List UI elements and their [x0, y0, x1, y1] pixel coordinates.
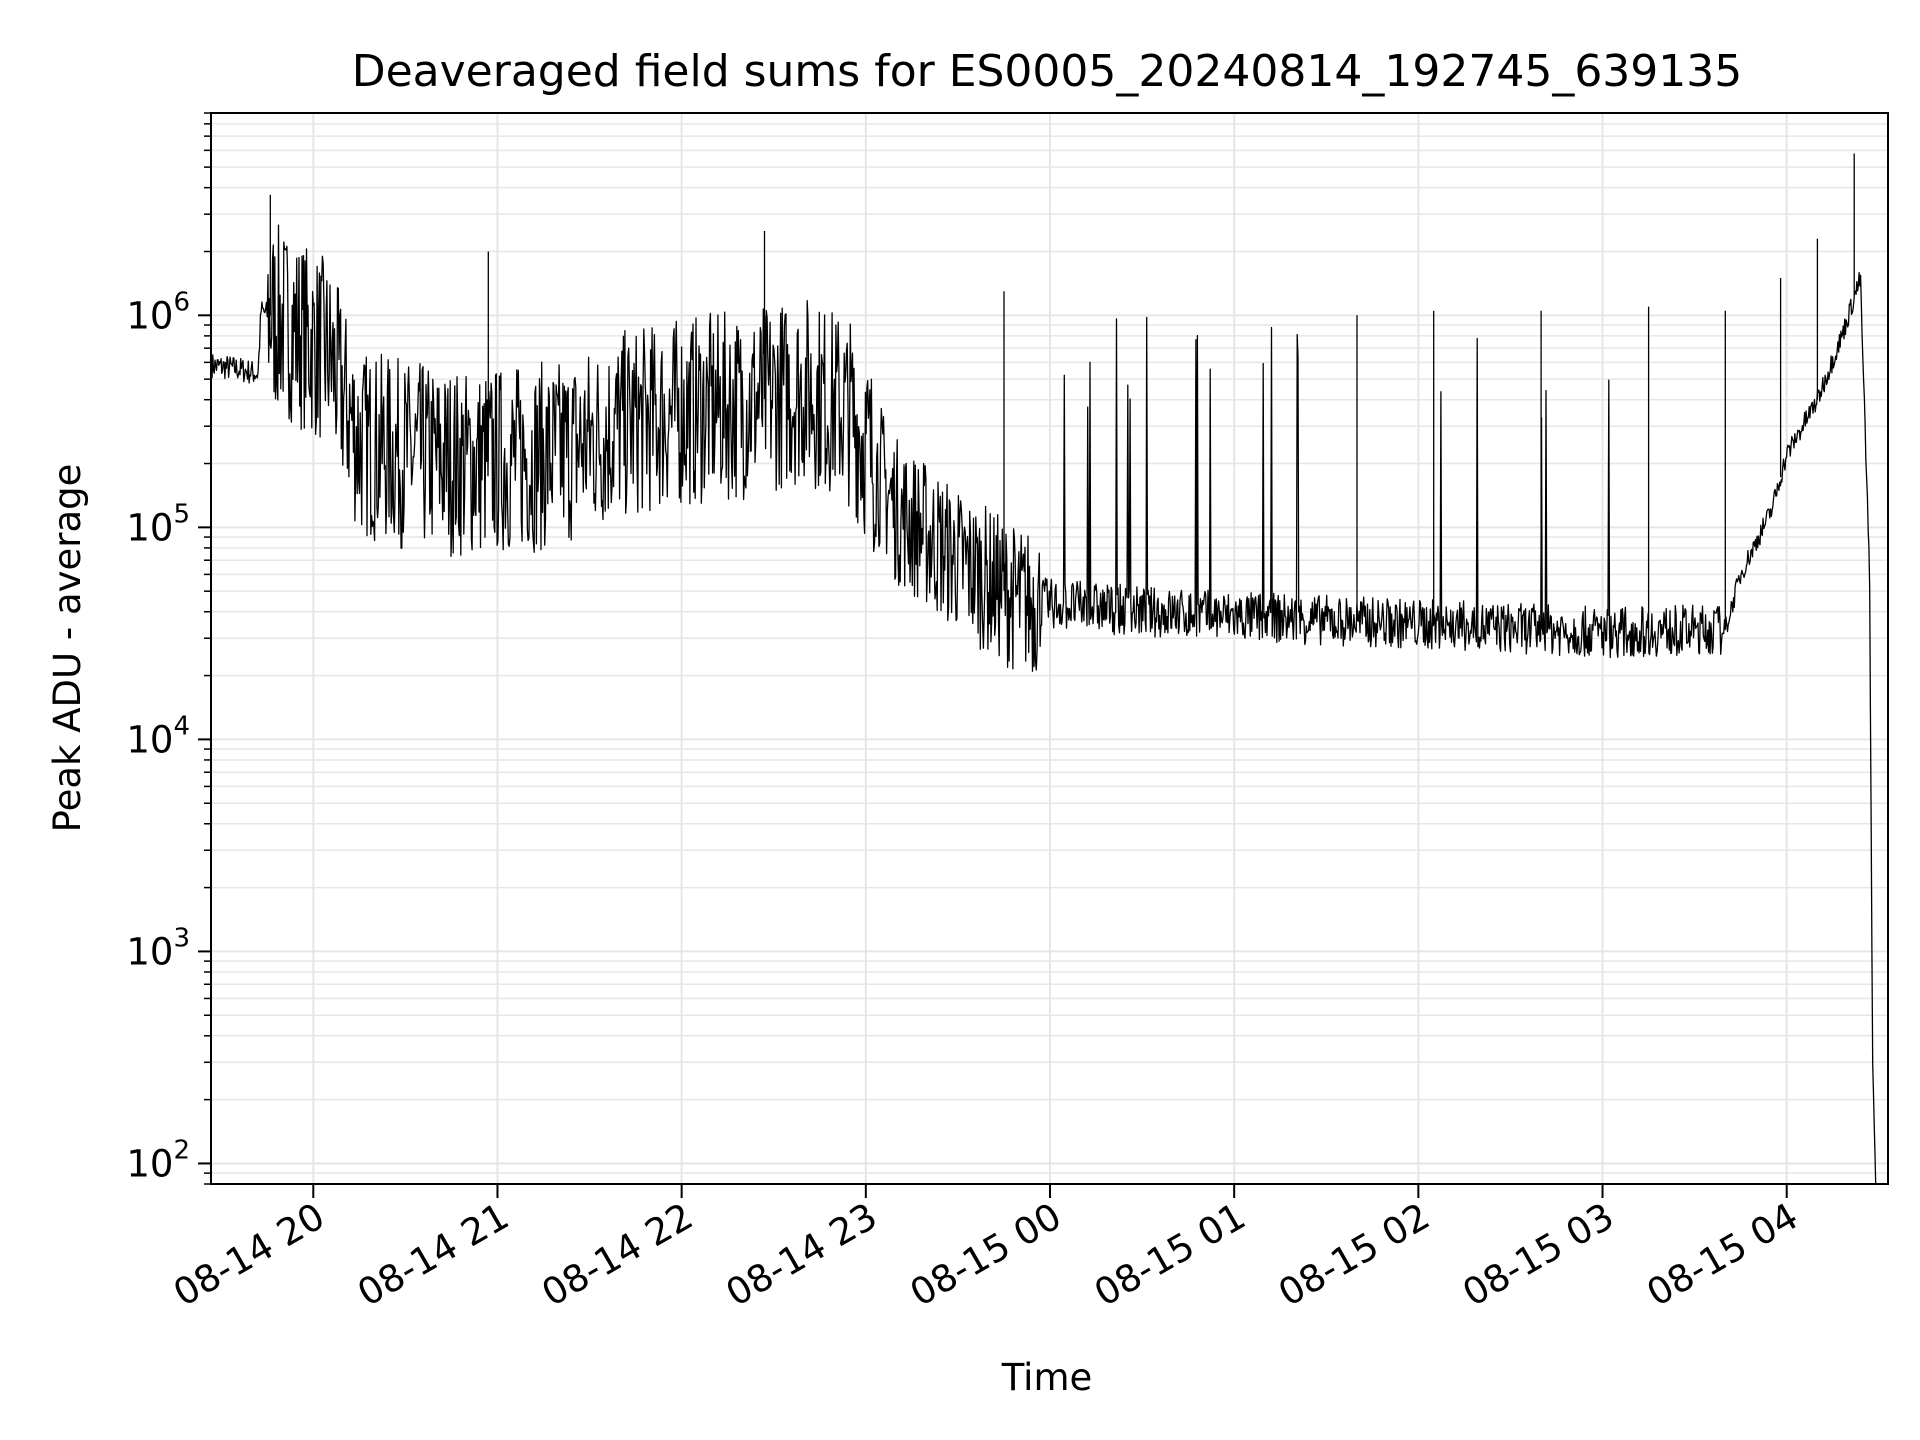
x-axis-label: Time — [1001, 1356, 1093, 1399]
x-tick-label: 08-14 21 — [350, 1195, 516, 1315]
y-axis-label: Peak ADU - average — [46, 464, 89, 833]
x-tick-label: 08-15 01 — [1087, 1195, 1253, 1315]
x-tick-label: 08-15 00 — [903, 1195, 1069, 1315]
x-tick-label: 08-14 22 — [535, 1195, 701, 1315]
series-line — [212, 153, 1877, 1184]
y-axis-ticks: 102 103 104 105 106 — [126, 112, 212, 1185]
y-tick-label: 102 — [126, 1135, 190, 1185]
x-tick-label: 08-15 03 — [1455, 1195, 1621, 1315]
x-tick-label: 08-14 20 — [166, 1195, 332, 1315]
x-axis-ticks: 08-14 20 08-14 21 08-14 22 08-14 23 08-15 00… — [166, 1184, 1805, 1315]
x-tick-label: 08-15 02 — [1271, 1195, 1437, 1315]
x-tick-label: 08-15 04 — [1640, 1195, 1806, 1315]
y-tick-label: 105 — [126, 499, 190, 549]
y-tick-label: 106 — [126, 287, 190, 337]
y-tick-label: 104 — [126, 711, 190, 761]
x-tick-label: 08-14 23 — [719, 1195, 885, 1315]
chart-title: Deaveraged field sums for ES0005_2024081… — [352, 46, 1743, 97]
major-gridlines — [212, 113, 1888, 1184]
y-tick-label: 103 — [126, 923, 190, 973]
